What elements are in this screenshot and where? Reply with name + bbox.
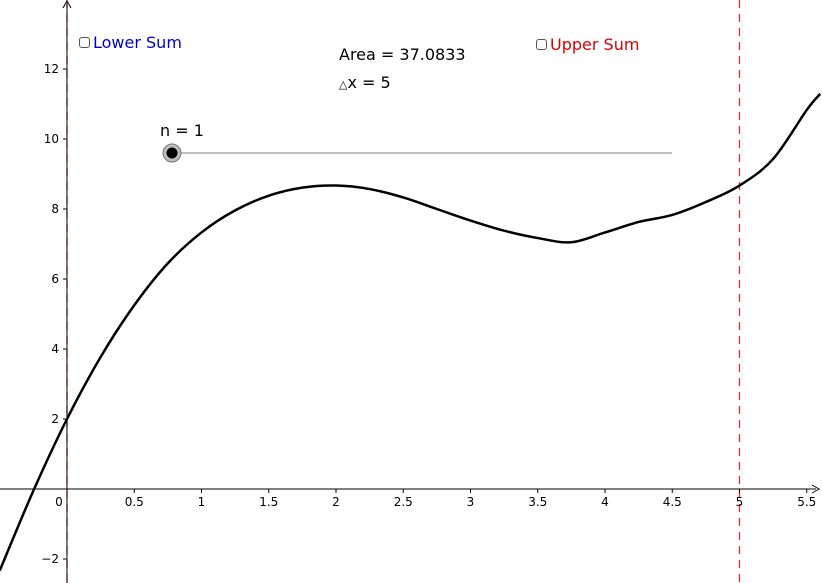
y-tick-label: 8 — [51, 202, 59, 216]
delta-x-readout: △x = 5 — [339, 73, 391, 92]
y-tick-label: −2 — [41, 552, 59, 566]
slider-label: n = 1 — [160, 121, 204, 140]
delta-icon: △ — [339, 78, 348, 91]
y-tick-label: 2 — [51, 412, 59, 426]
y-tick-label: 12 — [44, 62, 59, 76]
y-axis-arrow-icon — [62, 0, 72, 9]
y-tick-label: 6 — [51, 272, 59, 286]
x-tick-label: 1 — [198, 495, 206, 509]
lower-sum-label[interactable]: Lower Sum — [93, 33, 182, 52]
delta-x-value: x = 5 — [347, 73, 391, 92]
x-tick-label: 2 — [332, 495, 340, 509]
x-tick-label: 0.5 — [125, 495, 144, 509]
slider-handle-dot — [166, 147, 178, 159]
y-tick-label: 4 — [51, 342, 59, 356]
origin-label: 0 — [55, 495, 63, 509]
x-tick-label: 4.5 — [663, 495, 682, 509]
x-tick-label: 3.5 — [528, 495, 547, 509]
area-readout: Area = 37.0833 — [339, 45, 466, 64]
lower-sum-checkbox[interactable]: Lower Sum — [79, 33, 182, 52]
x-axis-arrow-icon — [811, 484, 821, 494]
y-tick-label: 10 — [44, 132, 59, 146]
upper-sum-checkbox[interactable]: Upper Sum — [536, 35, 639, 54]
x-tick-label: 2.5 — [394, 495, 413, 509]
upper-sum-checkbox-box[interactable] — [536, 39, 547, 50]
upper-sum-label[interactable]: Upper Sum — [550, 35, 640, 54]
lower-sum-checkbox-box[interactable] — [79, 37, 90, 48]
function-curve — [0, 93, 822, 572]
x-tick-label: 1.5 — [259, 495, 278, 509]
x-tick-label: 4 — [601, 495, 609, 509]
x-tick-label: 5 — [736, 495, 744, 509]
x-tick-label: 5.5 — [797, 495, 816, 509]
x-tick-label: 3 — [467, 495, 475, 509]
